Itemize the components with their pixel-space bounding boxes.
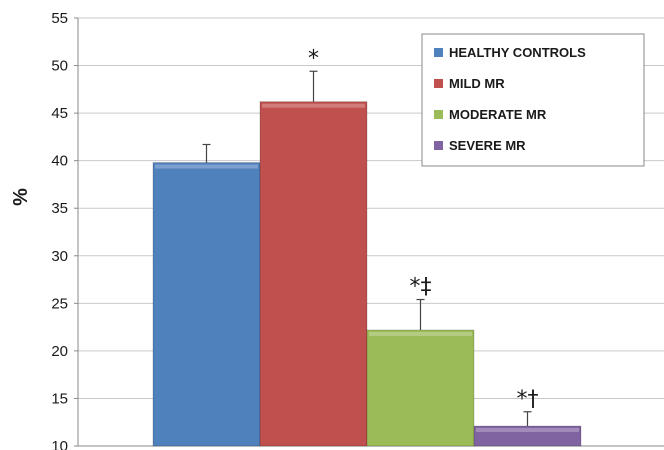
- bar-highlight: [369, 331, 472, 336]
- bar-highlight: [155, 164, 258, 169]
- y-axis-ticks: 10 15 20 25 30 35 40 45 50 55: [51, 10, 78, 450]
- legend-label: HEALTHY CONTROLS: [449, 45, 586, 60]
- bar: [366, 329, 475, 447]
- legend-swatch: [434, 48, 443, 57]
- significance-annotation: *‡: [410, 275, 432, 300]
- legend: HEALTHY CONTROLS MILD MR MODERATE MR SEVERE…: [421, 33, 645, 167]
- y-tick-label: 20: [51, 343, 68, 360]
- legend-label: SEVERE MR: [449, 138, 526, 153]
- y-tick-label: 15: [51, 390, 68, 407]
- y-tick-label: 45: [51, 105, 68, 122]
- legend-label: MODERATE MR: [449, 107, 547, 122]
- bar: [152, 162, 261, 447]
- y-tick-label: 50: [51, 58, 68, 75]
- bar-highlight: [262, 103, 365, 108]
- bar: [259, 101, 368, 447]
- bar-highlight: [476, 428, 579, 433]
- bars: * *‡ *†: [152, 46, 582, 447]
- legend-label: MILD MR: [449, 76, 505, 91]
- y-tick-label: 35: [51, 200, 68, 217]
- y-tick-label: 40: [51, 153, 68, 170]
- legend-box: [421, 33, 645, 167]
- y-axis-label: %: [10, 188, 32, 206]
- legend-swatch: [434, 79, 443, 88]
- legend-swatch: [434, 141, 443, 150]
- y-tick-label: 10: [51, 438, 68, 450]
- y-tick-label: 55: [51, 10, 68, 27]
- significance-annotation: *: [308, 46, 319, 71]
- y-tick-label: 30: [51, 248, 68, 265]
- significance-annotation: *†: [517, 387, 539, 412]
- y-tick-label: 25: [51, 295, 68, 312]
- legend-swatch: [434, 110, 443, 119]
